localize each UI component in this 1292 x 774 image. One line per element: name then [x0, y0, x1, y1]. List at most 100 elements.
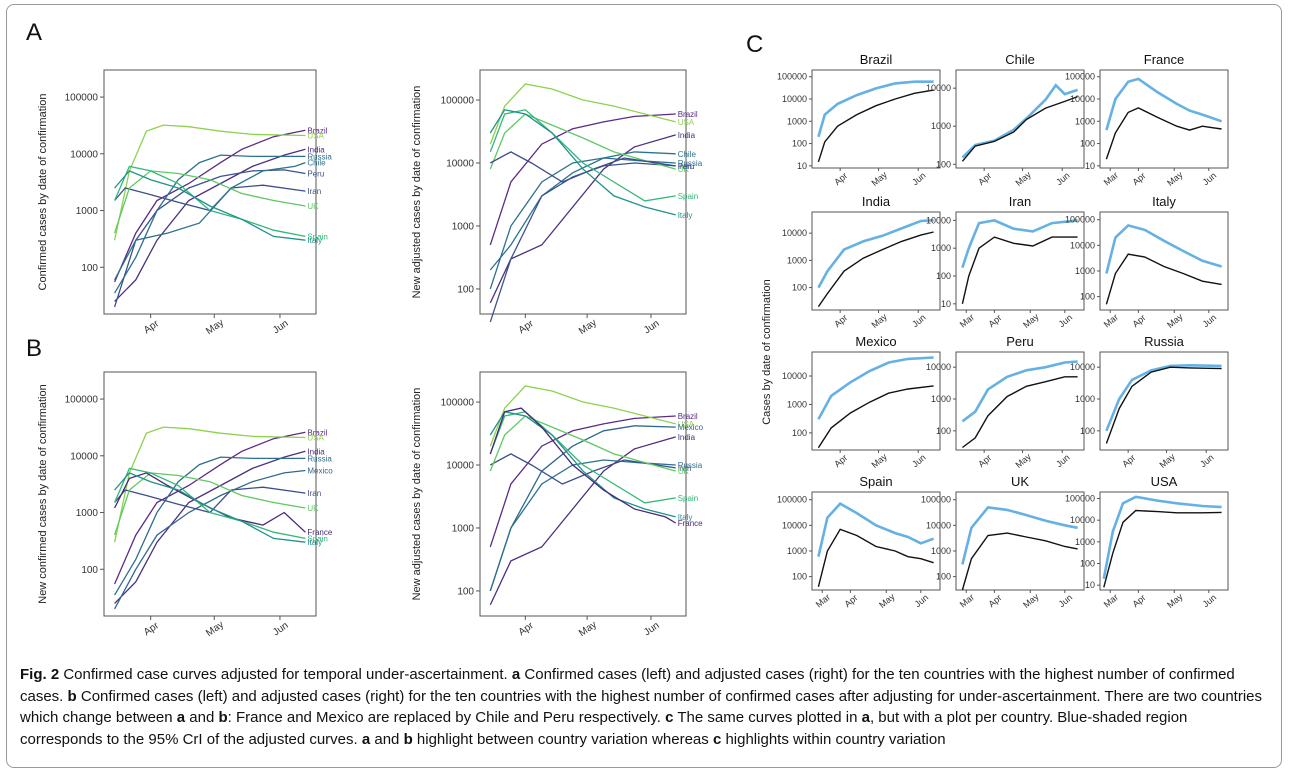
x-tick-label: Mar	[1102, 592, 1120, 610]
series-label-uk: UK	[307, 504, 319, 513]
series-line-italy	[114, 170, 306, 241]
x-tick-label: May	[1021, 591, 1041, 610]
x-tick-label: May	[1165, 591, 1185, 610]
panel-title: Spain	[859, 474, 892, 489]
y-tick-label: 10000	[1070, 240, 1095, 250]
panel-label-c: C	[746, 31, 763, 58]
y-tick-label: 10000	[1070, 94, 1095, 104]
y-tick-label: 1000	[931, 394, 951, 404]
figure-caption: Fig. 2 Confirmed case curves adjusted fo…	[20, 664, 1270, 750]
plot-border	[479, 371, 687, 617]
plot-border	[955, 69, 1085, 169]
y-tick-label: 100	[1080, 139, 1095, 149]
caption-mark-b4: b	[403, 730, 413, 748]
plot-border	[955, 491, 1085, 591]
x-tick-label: Apr	[976, 170, 993, 187]
y-tick-label: 100000	[65, 93, 99, 104]
confirmed-line	[961, 95, 1078, 162]
caption-fig-label: Fig. 2	[20, 666, 60, 683]
y-tick-label: 1000	[1075, 537, 1095, 547]
y-tick-label: 1000	[1075, 116, 1095, 126]
y-tick-label: 1000	[452, 523, 475, 534]
x-tick-label: Apr	[1120, 452, 1137, 469]
y-tick-label: 10000	[926, 83, 951, 93]
series-line-usa	[489, 83, 676, 145]
series-label-uk: UK	[307, 202, 319, 211]
series-line-brazil	[114, 129, 306, 283]
y-tick-label: 100000	[1065, 215, 1095, 225]
series-label-uk: UK	[678, 467, 690, 476]
series-label-peru: Peru	[307, 169, 324, 178]
series-label-peru: Peru	[678, 162, 695, 171]
series-label-india: India	[678, 131, 696, 140]
panel-title: India	[862, 194, 891, 209]
y-tick-label: 100000	[777, 495, 807, 505]
adjusted-line	[1102, 495, 1222, 579]
y-tick-label: 100	[1080, 559, 1095, 569]
series-line-chile	[489, 151, 676, 271]
series-label-spain: Spain	[678, 192, 698, 201]
series-label-italy: Italy	[307, 236, 322, 245]
figure-frame	[6, 4, 1282, 768]
confirmed-line	[961, 532, 1078, 591]
x-tick-label: Jun	[642, 620, 662, 638]
series-label-france: France	[307, 528, 332, 537]
y-tick-label: 100	[457, 586, 474, 597]
panel-title: UK	[1011, 474, 1029, 489]
adjusted-line	[1105, 223, 1222, 274]
caption-mark-a2: a	[176, 709, 186, 726]
panel-title: Russia	[1144, 334, 1185, 349]
small-panel-mexico: Mexico 100 1000 10000 Apr May Jun	[782, 334, 941, 470]
confirmed-line	[1105, 107, 1222, 160]
y-tick-label: 100	[1080, 292, 1095, 302]
y-tick-label: 10000	[782, 371, 807, 381]
x-tick-label: Apr	[517, 318, 537, 336]
y-axis-label: New adjusted cases by date of confirmati…	[411, 388, 423, 601]
series-line-france	[489, 407, 677, 524]
plot-border	[103, 371, 317, 617]
y-tick-label: 10	[797, 161, 807, 171]
chart-B-left: 100 1000 10000 100000 Apr May Jun New confirmed…	[37, 371, 333, 639]
series-label-chile: Chile	[678, 150, 697, 159]
series-label-italy: Italy	[678, 513, 693, 522]
panel-title: Brazil	[860, 52, 893, 67]
y-tick-label: 100000	[441, 398, 475, 409]
plot-border	[103, 69, 317, 315]
series-label-brazil: Brazil	[307, 126, 327, 135]
series-line-chile	[114, 161, 306, 281]
small-panel-brazil: Brazil 10 100 1000 10000 100000 Apr May Jun	[777, 52, 941, 188]
y-tick-label: 1000	[787, 546, 807, 556]
small-panel-peru: Peru 100 1000 10000 Apr May Jun	[926, 334, 1085, 470]
y-tick-label: 100	[936, 426, 951, 436]
x-tick-label: May	[577, 619, 599, 639]
x-tick-label: Apr	[1130, 170, 1147, 187]
plot-border	[811, 69, 941, 169]
x-tick-label: May	[577, 317, 599, 337]
x-tick-label: May	[877, 591, 897, 610]
adjusted-line	[961, 83, 1079, 159]
series-label-usa: USA	[307, 434, 324, 443]
adjusted-line	[961, 360, 1078, 423]
series-line-italy	[489, 109, 676, 216]
series-label-mexico: Mexico	[678, 423, 704, 432]
series-label-russia: Russia	[678, 159, 703, 168]
x-tick-label: Apr	[986, 312, 1003, 329]
caption-and-2: and	[370, 730, 404, 748]
small-panel-uk: UK 100 1000 10000 100000 Mar Apr May Jun	[921, 474, 1085, 610]
series-label-italy: Italy	[678, 211, 693, 220]
caption-b-text2: : France and Mexico are replaced by Chil…	[227, 709, 666, 726]
x-tick-label: Apr	[517, 620, 537, 638]
y-tick-label: 10000	[782, 228, 807, 238]
y-tick-label: 1000	[76, 508, 99, 519]
y-tick-label: 1000	[452, 221, 475, 232]
x-tick-label: Apr	[832, 452, 849, 469]
y-tick-label: 10000	[926, 362, 951, 372]
series-line-russia	[489, 157, 676, 290]
x-tick-label: Jun	[910, 452, 928, 469]
x-tick-label: Jun	[1198, 452, 1216, 469]
series-line-iran	[489, 151, 676, 183]
x-tick-label: Jun	[271, 620, 291, 638]
series-label-russia: Russia	[678, 461, 703, 470]
y-tick-label: 1000	[931, 546, 951, 556]
x-tick-label: May	[204, 619, 226, 639]
